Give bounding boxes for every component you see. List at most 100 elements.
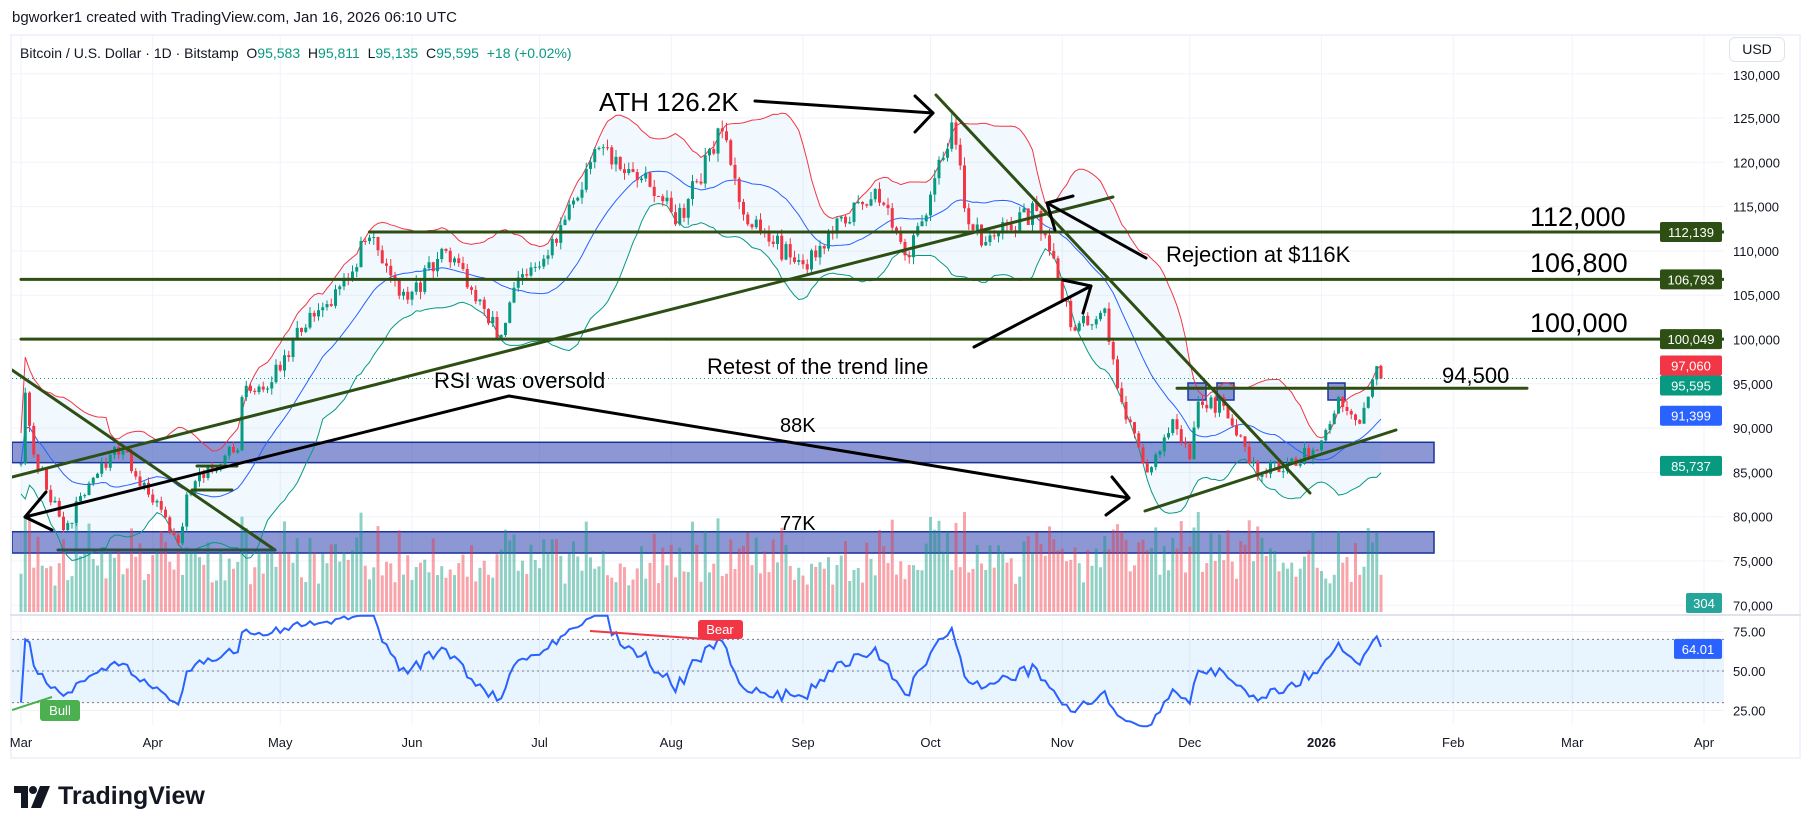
candle-body <box>1201 401 1204 405</box>
volume-bar <box>776 562 779 612</box>
candle-body <box>975 224 979 231</box>
bear-divergence-line <box>589 630 721 641</box>
volume-bar <box>759 573 762 612</box>
volume-bar <box>1150 548 1153 612</box>
candle-body <box>640 178 643 181</box>
candle-body <box>125 450 129 453</box>
candle-body <box>66 523 70 530</box>
candle-body <box>291 338 295 358</box>
candle-body <box>1205 404 1209 409</box>
volume-bar <box>1205 563 1209 612</box>
currency-button[interactable]: USD <box>1729 37 1785 62</box>
volume-bar <box>1099 567 1102 612</box>
volume-bar <box>708 572 711 612</box>
candle-body <box>1235 425 1238 436</box>
candle-body <box>635 172 639 181</box>
candle-body <box>491 317 495 324</box>
candle-body <box>886 204 890 209</box>
volume-bar <box>1324 578 1328 612</box>
candle-body <box>1120 388 1124 402</box>
high-value: 95,811 <box>318 45 360 61</box>
price-axis[interactable]: 130,000 125,000 120,000 115,000 110,000 105,0… <box>1733 68 1780 719</box>
candle-body <box>1145 463 1149 473</box>
candle-body <box>818 245 822 258</box>
time-axis[interactable]: Mar Apr May Jun Jul Aug Sep Oct Nov Dec 2026 Feb Mar… <box>10 735 1715 750</box>
candle-body <box>1141 447 1145 464</box>
volume-bar <box>1124 539 1128 612</box>
volume-bar <box>1328 583 1332 612</box>
volume-bar <box>1069 559 1073 612</box>
support-zone <box>12 441 1435 464</box>
candle-body <box>652 186 656 196</box>
volume-bar <box>91 558 95 612</box>
candle-body <box>580 189 584 198</box>
candle-body <box>1196 401 1200 428</box>
early-descending-trendline <box>12 368 277 552</box>
candle-body <box>1048 235 1051 251</box>
volume-bar <box>223 580 227 612</box>
time-tick-label: May <box>268 735 293 750</box>
volume-bar <box>1196 512 1200 612</box>
volume-bar <box>992 567 996 612</box>
volume-bar <box>980 563 983 612</box>
candle-body <box>941 157 945 160</box>
candle-body <box>1128 419 1132 423</box>
candle-body <box>788 244 792 258</box>
volume-bar <box>1077 563 1081 612</box>
rsi-tick-label: 50.00 <box>1733 664 1766 679</box>
candle-body <box>130 452 133 472</box>
volume-bar <box>844 540 847 612</box>
candle-body <box>822 245 826 249</box>
candle-body <box>389 265 393 276</box>
volume-bar <box>1060 548 1064 612</box>
open-label: O <box>246 45 258 61</box>
volume-bar <box>253 567 257 612</box>
candle-body <box>759 219 762 231</box>
volume-bar <box>1294 576 1298 612</box>
time-tick-label: Mar <box>10 735 33 750</box>
candle-body <box>380 250 384 264</box>
candle-body <box>814 250 818 258</box>
volume-bar <box>96 565 99 612</box>
candle-body <box>674 212 677 225</box>
price-tag-label: 100,049 <box>1668 332 1715 347</box>
tradingview-logo[interactable]: TradingView <box>14 782 205 811</box>
volume-bar <box>941 551 945 612</box>
candle-body <box>810 250 813 270</box>
candle-body <box>453 258 456 263</box>
candle-body <box>746 214 750 225</box>
candle-body <box>678 207 682 225</box>
volume-bar <box>963 512 966 612</box>
volume-bar <box>555 539 558 612</box>
volume-bar <box>1001 551 1005 612</box>
volume-bar <box>410 579 414 612</box>
volume-bar <box>856 568 860 612</box>
volume-bar <box>261 573 265 612</box>
volume-bar <box>168 561 172 612</box>
oversold-right-arrowhead <box>1104 475 1131 517</box>
volume-bar <box>822 568 826 612</box>
volume-bar <box>1005 562 1009 612</box>
candle-body <box>74 501 78 523</box>
price-tick-label: 130,000 <box>1733 68 1780 83</box>
volume-bar <box>1341 562 1345 612</box>
volume-bar <box>729 539 733 612</box>
volume-bar <box>674 577 677 612</box>
candle-body <box>478 299 482 302</box>
volume-bar <box>1065 561 1068 612</box>
candle-body <box>933 178 937 195</box>
candle-body <box>1099 312 1102 320</box>
volume-bar <box>1184 572 1187 612</box>
rsi-line <box>20 614 1382 728</box>
volume-bar <box>23 516 27 612</box>
volume-bar <box>193 550 197 612</box>
volume-bar <box>287 552 291 612</box>
volume-bar <box>593 568 597 612</box>
volume-bar <box>164 542 167 612</box>
candle-body <box>563 219 567 226</box>
candle-body <box>695 181 699 183</box>
volume-bar <box>1018 576 1022 612</box>
volume-bar <box>1218 534 1221 612</box>
candle-body <box>402 291 405 296</box>
